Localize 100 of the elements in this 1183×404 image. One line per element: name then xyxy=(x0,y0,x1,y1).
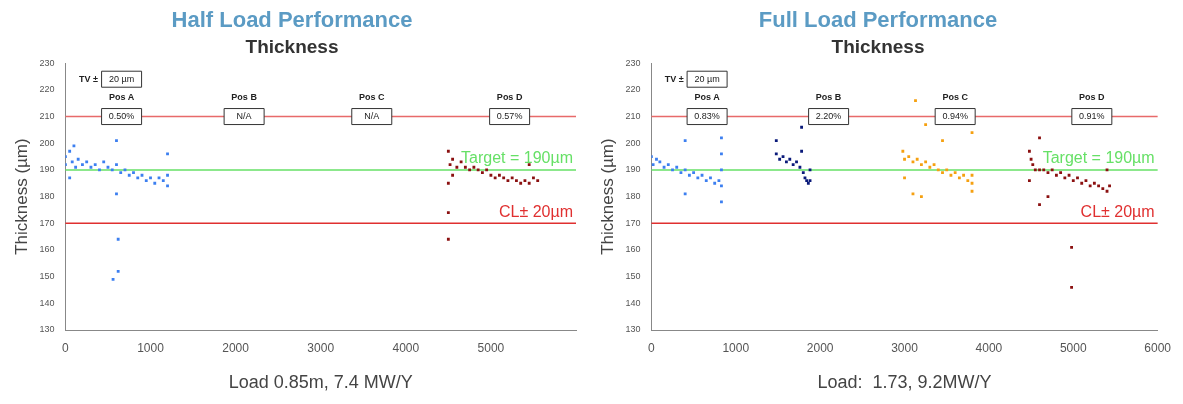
point xyxy=(1027,179,1031,183)
point xyxy=(903,157,906,161)
point xyxy=(1038,136,1041,140)
annotation: Pos C xyxy=(942,92,969,103)
point xyxy=(941,139,944,142)
point xyxy=(1101,187,1105,191)
annotation: 0.91% xyxy=(1079,111,1105,122)
point xyxy=(1054,173,1058,177)
y-tick-label: 150 xyxy=(39,271,55,282)
point xyxy=(914,99,917,102)
point xyxy=(655,157,658,161)
point xyxy=(68,149,72,153)
point xyxy=(93,163,97,166)
point xyxy=(704,179,708,183)
point xyxy=(153,181,157,185)
point xyxy=(941,171,944,174)
point xyxy=(692,171,696,174)
point xyxy=(119,171,123,174)
point xyxy=(451,173,455,177)
x-tick-label: 4000 xyxy=(392,340,420,355)
point xyxy=(115,163,118,166)
point xyxy=(788,157,792,161)
y-tick-label: 140 xyxy=(39,297,55,308)
annotation: Pos B xyxy=(231,92,258,103)
point xyxy=(446,211,450,215)
point xyxy=(519,181,523,185)
y-tick-label: 210 xyxy=(39,111,55,122)
x-tick-label: 6000 xyxy=(1144,340,1172,355)
y-tick-label: 190 xyxy=(625,164,641,175)
annotation: Pos A xyxy=(108,92,135,103)
point xyxy=(446,237,450,241)
annotation: 2.20% xyxy=(815,111,842,122)
point xyxy=(1070,285,1074,289)
annotation: Pos D xyxy=(1079,92,1106,103)
point xyxy=(166,173,169,177)
point xyxy=(498,173,501,177)
point xyxy=(675,165,679,169)
point xyxy=(801,171,805,174)
annotation: 0.57% xyxy=(496,111,523,122)
y-tick-label: 170 xyxy=(625,217,641,228)
point xyxy=(1038,203,1041,207)
annotation: 20 µm xyxy=(694,73,720,84)
y-axis-title: Thickness (µm) xyxy=(11,138,31,255)
y-tick-label: 150 xyxy=(625,271,641,282)
annotation: Pos B xyxy=(815,92,842,103)
x-axis-title: Load: 1.73, 9.2MW/Y xyxy=(817,372,992,393)
point xyxy=(527,181,531,185)
y-tick-label: 160 xyxy=(625,244,641,255)
y-tick-label: 130 xyxy=(39,324,55,335)
point xyxy=(800,149,804,153)
x-tick-label: 1000 xyxy=(722,340,750,355)
x-tick-label: 3000 xyxy=(307,340,335,355)
annotation: 20 µm xyxy=(108,73,135,84)
annotation: 0.83% xyxy=(694,111,720,122)
y-tick-label: 130 xyxy=(625,324,641,335)
chart-subtitle: Thickness xyxy=(245,36,339,58)
point xyxy=(907,155,911,158)
point xyxy=(928,165,932,169)
y-tick-label: 220 xyxy=(625,84,641,95)
point xyxy=(713,181,717,185)
point xyxy=(915,157,919,161)
annotation: TV ± xyxy=(664,73,684,84)
chart-title: Full Load Performance xyxy=(758,7,998,33)
point xyxy=(489,173,493,177)
point xyxy=(1031,163,1035,166)
annotation: Pos A xyxy=(694,92,721,103)
point xyxy=(132,171,135,174)
point xyxy=(651,163,655,166)
y-tick-label: 170 xyxy=(39,217,55,228)
x-tick-label: 2000 xyxy=(806,340,834,355)
point xyxy=(116,237,120,241)
point xyxy=(920,195,923,199)
point xyxy=(1080,181,1084,185)
point xyxy=(774,139,778,142)
point xyxy=(455,165,459,169)
y-tick-label: 200 xyxy=(39,137,55,148)
y-tick-label: 230 xyxy=(625,57,641,68)
point xyxy=(115,139,118,142)
x-tick-label: 4000 xyxy=(975,340,1003,355)
point xyxy=(791,163,795,166)
annotation: N/A xyxy=(364,111,380,122)
point xyxy=(901,149,905,153)
y-tick-label: 200 xyxy=(625,137,641,148)
ref-line-label: Target = 190µm xyxy=(461,149,573,167)
point xyxy=(1029,157,1033,161)
annotation: N/A xyxy=(236,111,252,122)
point xyxy=(116,269,120,273)
chart-title: Half Load Performance xyxy=(171,7,413,33)
x-tick-label: 3000 xyxy=(891,340,919,355)
y-tick-label: 180 xyxy=(625,191,641,202)
x-tick-label: 5000 xyxy=(1059,340,1087,355)
annotation: 0.94% xyxy=(942,111,968,122)
point xyxy=(536,179,540,183)
annotation: TV ± xyxy=(78,73,98,84)
point xyxy=(451,157,455,161)
point xyxy=(953,171,957,174)
point xyxy=(446,149,450,153)
point xyxy=(774,152,778,156)
x-tick-label: 2000 xyxy=(222,340,250,355)
point xyxy=(127,173,131,177)
